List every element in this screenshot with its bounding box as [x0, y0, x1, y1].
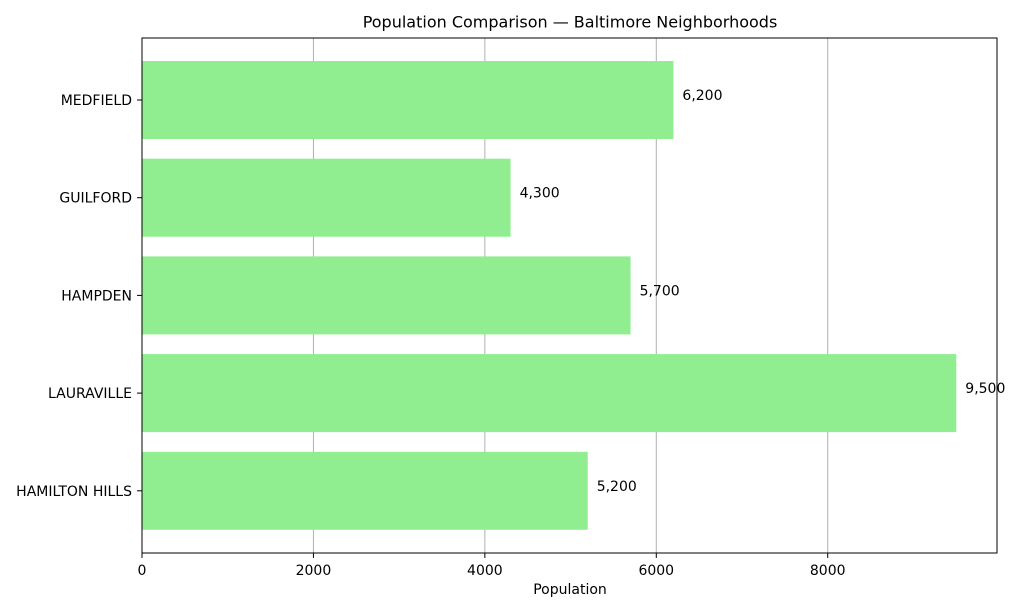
value-label: 5,700 [640, 283, 680, 299]
x-tick-label: 2000 [296, 563, 332, 579]
value-label: 6,200 [682, 88, 722, 104]
x-axis-label: Population [533, 582, 607, 598]
bar [142, 158, 511, 237]
x-tick-label: 6000 [638, 563, 674, 579]
bar [142, 61, 674, 139]
y-tick-label: HAMILTON HILLS [16, 484, 132, 500]
plot-frame [141, 37, 998, 554]
x-tick-label: 8000 [810, 563, 846, 579]
value-label: 5,200 [597, 479, 637, 495]
y-tick-label: HAMPDEN [61, 288, 132, 304]
x-tick-label: 4000 [467, 563, 503, 579]
x-tick-label: 0 [138, 563, 147, 579]
y-tick-label: GUILFORD [59, 191, 132, 207]
y-tick-label: LAURAVILLE [48, 386, 132, 402]
bar [142, 256, 631, 335]
bar [142, 354, 957, 433]
value-label: 9,500 [965, 381, 1005, 397]
value-label: 4,300 [520, 186, 560, 202]
y-tick-label: MEDFIELD [61, 93, 132, 109]
bar [142, 451, 588, 530]
chart-title: Population Comparison — Baltimore Neighb… [363, 13, 778, 32]
